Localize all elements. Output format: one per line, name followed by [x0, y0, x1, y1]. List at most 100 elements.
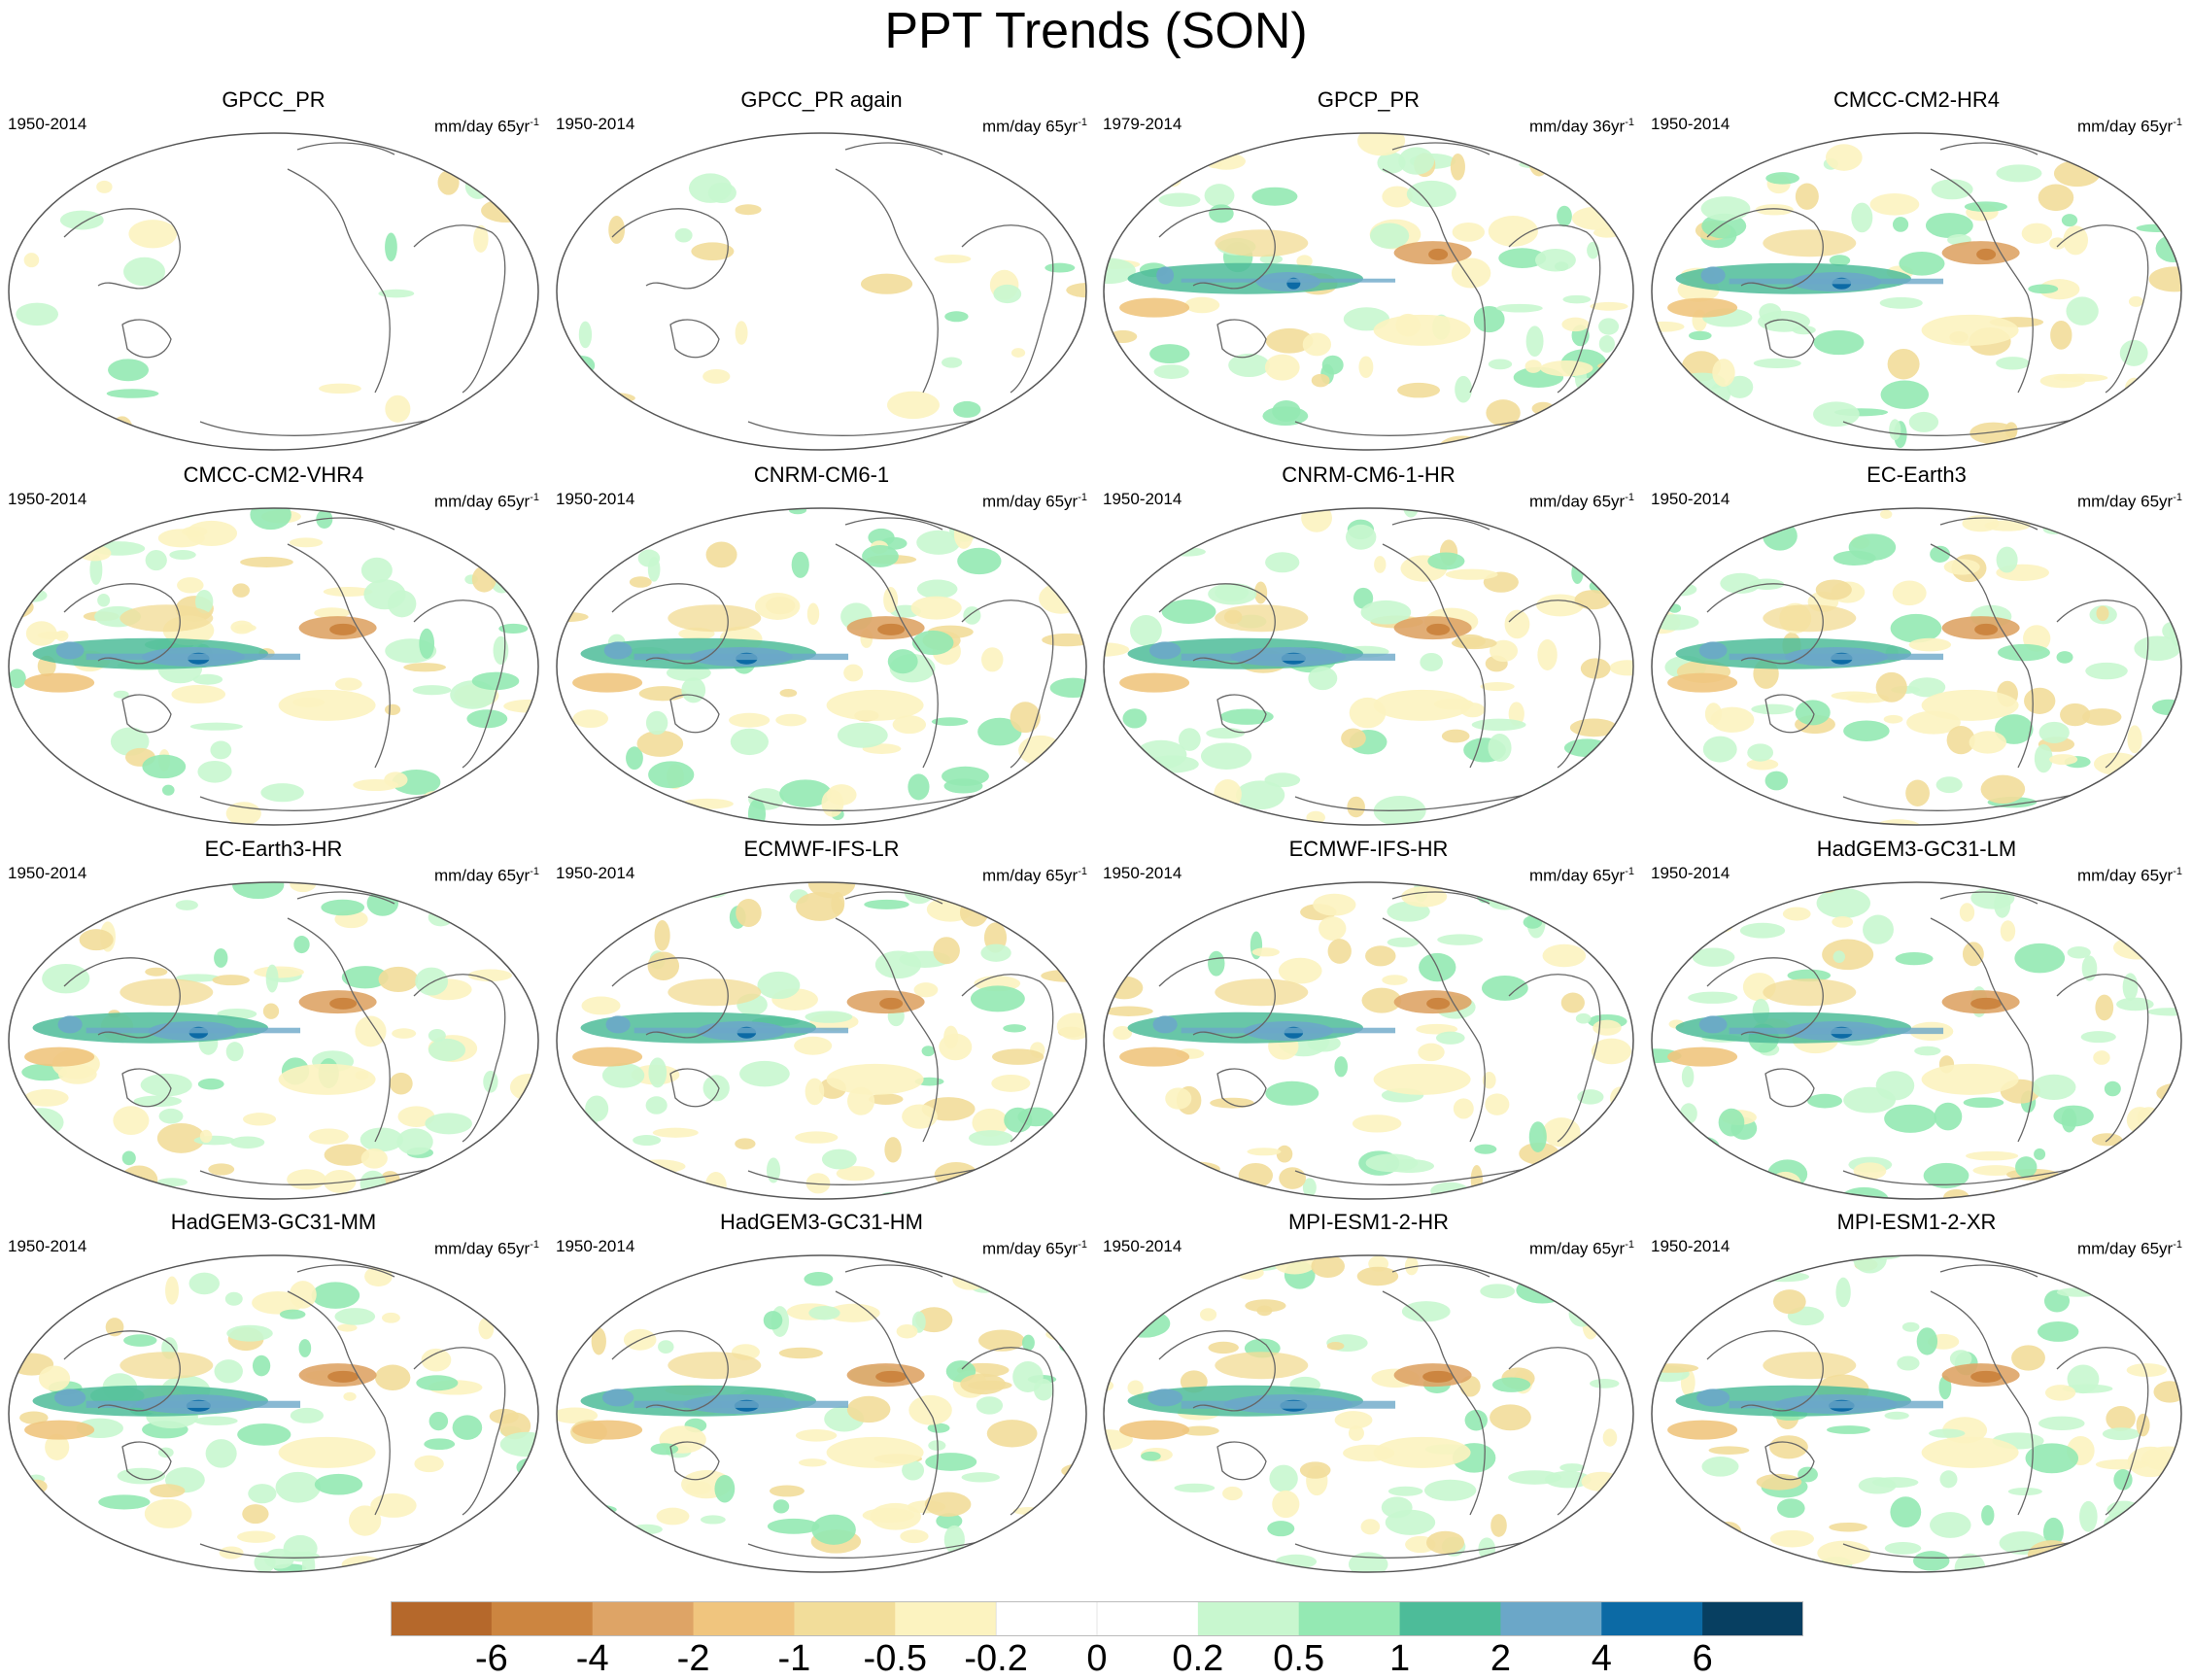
- robinson-map: [1103, 881, 1634, 1200]
- coastline-path: [1842, 416, 2087, 436]
- coastline-path: [199, 416, 444, 436]
- coastline-path: [1764, 1068, 1815, 1108]
- coastline-path: [199, 1538, 444, 1559]
- panel-period: 1950-2014: [1651, 1237, 1730, 1255]
- coastline-path: [835, 543, 939, 769]
- colorbar-box: [995, 1601, 1098, 1636]
- map-panel: CNRM-CM6-1-HR 1950-2014 mm/day 65yr-1: [1095, 461, 1642, 834]
- coastline-path: [296, 517, 395, 531]
- coastlines: [1158, 1264, 1601, 1559]
- panel-title: MPI-ESM1-2-HR: [1287, 1210, 1449, 1234]
- coastline-path: [1939, 142, 2038, 155]
- coastline-path: [121, 319, 172, 359]
- coastline-path: [413, 1347, 506, 1516]
- panel-title: EC-Earth3-HR: [204, 837, 343, 861]
- coastlines: [1158, 517, 1601, 811]
- coastlines: [63, 142, 506, 436]
- coastlines: [63, 1264, 506, 1559]
- robinson-map: [1651, 132, 2182, 451]
- coastline-path: [1764, 694, 1815, 734]
- coastline-path: [1216, 1441, 1267, 1481]
- units-text: mm/day 65yr: [1528, 866, 1626, 885]
- units-text: mm/day 65yr: [2076, 117, 2174, 136]
- coastline-path: [1158, 1330, 1276, 1412]
- coastline-path: [121, 1441, 172, 1481]
- coastline-path: [1158, 208, 1276, 290]
- map-outline: [1651, 881, 2182, 1200]
- units-exponent: -1: [1078, 117, 1087, 128]
- map-outline: [1103, 1254, 1634, 1573]
- coastline-path: [287, 917, 391, 1143]
- panel-title: MPI-ESM1-2-XR: [1836, 1210, 1997, 1234]
- panel-units: mm/day 65yr-1: [2077, 860, 2182, 888]
- coastlines: [1706, 891, 2149, 1185]
- coastline-path: [1939, 1264, 2038, 1278]
- units-exponent: -1: [530, 117, 539, 128]
- colorbar-labels: -6 -4 -2 -1 -0.5 -0.2 0 0.2 0.5 1 2 4 6: [0, 1638, 2192, 1680]
- coastline-path: [1294, 416, 1539, 436]
- colorbar-box: [491, 1601, 594, 1636]
- coastline-path: [961, 224, 1054, 394]
- panel-units: mm/day 65yr-1: [434, 860, 539, 888]
- trend-field: [9, 1255, 538, 1572]
- panel-title: CNRM-CM6-1-HR: [1282, 463, 1456, 487]
- robinson-map: [8, 507, 539, 826]
- coastline-path: [1508, 224, 1601, 394]
- panel-title: HadGEM3-GC31-HM: [719, 1210, 924, 1234]
- coastline-path: [1706, 583, 1824, 665]
- map-outline: [1651, 132, 2182, 451]
- panel-title: EC-Earth3: [1867, 463, 1967, 487]
- coastline-path: [1842, 1165, 2087, 1185]
- coastline-path: [747, 1538, 992, 1559]
- units-text: mm/day 65yr: [981, 866, 1079, 885]
- coastline-path: [1508, 1347, 1601, 1516]
- coastline-path: [1216, 1068, 1267, 1108]
- coastline-path: [747, 791, 992, 811]
- coastline-path: [961, 974, 1054, 1143]
- coastline-path: [1391, 1264, 1490, 1278]
- units-exponent: -1: [2173, 866, 2182, 877]
- figure-title: PPT Trends (SON): [884, 3, 1308, 59]
- coastlines: [611, 142, 1054, 436]
- panel-title: ECMWF-IFS-HR: [1288, 837, 1449, 861]
- units-exponent: -1: [1625, 1239, 1634, 1251]
- units-exponent: -1: [1625, 492, 1634, 503]
- coastline-path: [1391, 142, 1490, 155]
- map-panel: EC-Earth3 1950-2014 mm/day 65yr-1: [1643, 461, 2190, 834]
- panel-period: 1950-2014: [8, 490, 87, 508]
- robinson-map: [1651, 507, 2182, 826]
- coastline-path: [747, 1165, 992, 1185]
- coastlines: [1706, 1264, 2149, 1559]
- colorbar-tick-label: 1: [1388, 1638, 1411, 1679]
- units-exponent: -1: [530, 866, 539, 877]
- panel-period: 1950-2014: [8, 115, 87, 133]
- map-panel: CMCC-CM2-HR4 1950-2014 mm/day 65yr-1: [1643, 86, 2190, 459]
- panel-units: mm/day 65yr-1: [2077, 1233, 2182, 1261]
- robinson-map: [556, 1254, 1087, 1573]
- map-outline: [8, 132, 539, 451]
- coastline-path: [287, 1290, 391, 1516]
- coastline-path: [413, 224, 506, 394]
- coastlines: [63, 891, 506, 1185]
- colorbar-tick-label: -6: [474, 1638, 508, 1679]
- map-outline: [556, 132, 1087, 451]
- coastlines: [1158, 142, 1601, 436]
- coastline-path: [63, 957, 181, 1039]
- coastline-path: [844, 891, 943, 905]
- coastline-path: [1216, 319, 1267, 359]
- map-outline: [556, 1254, 1087, 1573]
- robinson-map: [8, 1254, 539, 1573]
- coastline-path: [1930, 168, 2034, 394]
- map-outline: [556, 881, 1087, 1200]
- robinson-map: [1651, 1254, 2182, 1573]
- panel-units: mm/day 65yr-1: [2077, 111, 2182, 139]
- coastline-path: [1930, 917, 2034, 1143]
- colorbar-box: [1399, 1601, 1501, 1636]
- robinson-map: [8, 881, 539, 1200]
- coastline-path: [199, 1165, 444, 1185]
- map-outline: [1103, 132, 1634, 451]
- panel-period: 1950-2014: [8, 864, 87, 882]
- colorbar-box: [1197, 1601, 1300, 1636]
- panel-units: mm/day 65yr-1: [434, 111, 539, 139]
- coastline-path: [1930, 543, 2034, 769]
